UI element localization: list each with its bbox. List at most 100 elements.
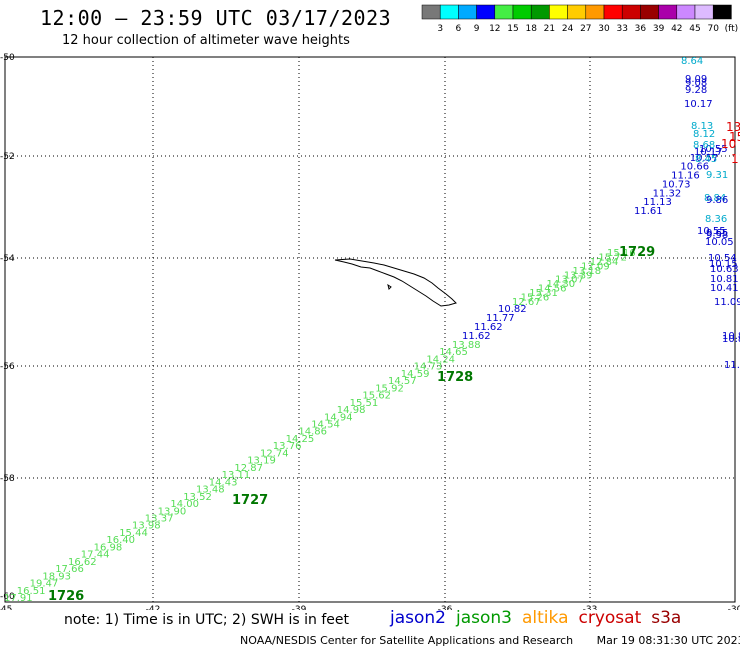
swh-value-label: 9.65 [706, 228, 728, 239]
swh-value-label: 15.92 [375, 383, 404, 394]
swh-value-label: 14.43 [209, 477, 238, 488]
swh-value-label: 9.08 [685, 78, 707, 89]
swh-value-label: 10.8 [722, 331, 740, 342]
credit-line: NOAA/NESDIS Center for Satellite Applica… [240, 634, 740, 647]
swh-value-label: 15.44 [119, 528, 148, 539]
swh-value-label: 12.74 [260, 448, 289, 459]
swh-value-label: 11.61 [634, 206, 663, 217]
lat-tick-label: -56 [0, 362, 15, 372]
pass-number-label: 1727 [232, 493, 268, 508]
swh-value-label: 9.09 [685, 74, 707, 85]
swh-value-label: 13.19 [247, 456, 276, 467]
swh-value-label: 10.41 [710, 283, 739, 294]
legend-label: 3 [437, 24, 443, 34]
swh-value-label: 10.05 [705, 237, 734, 248]
swh-value-label: 15.51 [350, 398, 379, 409]
swh-value-label: 13.88 [452, 340, 481, 351]
swh-value-label: 14.65 [439, 347, 468, 358]
swh-value-label: 14.57 [388, 376, 417, 387]
color-scale-legend: 3 6 9 12 15 18 21 24 27 30 33 36 39 42 45 70 (ft) [421, 4, 739, 34]
swh-value-label: 8.64 [681, 56, 703, 67]
swh-value-label: 9.31 [706, 170, 728, 181]
page-title: 12:00 — 23:59 UTC 03/17/2023 [40, 6, 392, 30]
swh-value-label: 13.07 [555, 275, 584, 286]
swh-value-label: 14.98 [337, 405, 366, 416]
swh-value-label: 11.5 [724, 360, 740, 371]
swh-value-label: 15 [729, 130, 740, 144]
swh-value-label: 14.59 [401, 369, 430, 380]
legend-label: 42 [671, 24, 682, 34]
legend-label: 33 [616, 24, 627, 34]
swh-value-label: 10.54 [708, 253, 737, 264]
legend-label: 30 [598, 24, 610, 34]
swh-value-label: 15.72 [598, 252, 627, 263]
swh-value-label: 10.55 [699, 144, 728, 155]
swh-value-label: 19.47 [30, 579, 59, 590]
swh-value-label: 14.94 [324, 412, 353, 423]
coastline-islet [387, 283, 392, 290]
pass-number-label: 1726 [48, 589, 84, 604]
swh-value-label: 10.82 [498, 304, 527, 315]
swh-value-label: 11 [731, 152, 740, 166]
swh-value-label: 12.87 [234, 463, 263, 474]
swh-value-label: 11.16 [671, 171, 700, 182]
credit-time: Mar 19 08:31:30 UTC 2023 [596, 634, 740, 647]
lat-tick-label: -60 [0, 592, 15, 602]
swh-value-label: 8.84 [704, 193, 726, 204]
swh-value-label: 8.12 [693, 129, 715, 140]
credit-org: NOAA/NESDIS Center for Satellite Applica… [240, 634, 574, 647]
swh-value-label: 15.62 [362, 391, 391, 402]
swh-value-label: 15.26 [521, 293, 550, 304]
swh-value-label: 14.00 [170, 499, 199, 510]
satellite-legend-item: jason2 [390, 608, 446, 628]
swh-value-label: 13.39 [564, 270, 593, 281]
swh-value-label: 11.62 [462, 331, 491, 342]
lat-tick-label: -52 [0, 152, 15, 162]
lat-tick-label: -54 [0, 254, 15, 264]
legend-label: (ft) [725, 24, 739, 34]
map-frame [4, 56, 736, 603]
swh-value-label: 10.73 [662, 179, 691, 190]
swh-value-label: 10.8 [722, 334, 740, 345]
swh-value-label: 9.86 [706, 195, 728, 206]
lat-tick-label: -58 [0, 474, 15, 484]
swh-value-label: 16.40 [106, 535, 135, 546]
legend-swatch [712, 4, 732, 20]
swh-value-label: 15.31 [529, 288, 558, 299]
swh-value-label: 11.32 [653, 188, 682, 199]
swh-value-label: 13 [726, 120, 740, 134]
swh-value-label: 14.54 [311, 420, 340, 431]
lon-tick-label: -39 [292, 605, 307, 610]
swh-value-label: 10.55 [697, 226, 726, 237]
swh-value-label: 10 [721, 137, 736, 151]
satellite-legend: jason2 jason3 altika cryosat s3a [390, 608, 691, 628]
legend-label: 36 [635, 24, 647, 34]
swh-value-label: 13.48 [196, 485, 225, 496]
swh-value-label: 17.44 [81, 550, 110, 561]
swh-value-label: 10.66 [680, 162, 709, 173]
satellite-legend-item: s3a [651, 608, 682, 628]
pass-number-label: 1729 [619, 245, 655, 260]
lon-tick-label: -45 [0, 605, 12, 610]
swh-value-label: 14.30 [547, 279, 576, 290]
page-subtitle: 12 hour collection of altimeter wave hei… [62, 33, 350, 48]
legend-label: 18 [525, 24, 537, 34]
swh-value-label: 9.58 [706, 230, 728, 241]
swh-value-label: 14.86 [298, 427, 327, 438]
legend-label: 45 [689, 24, 700, 34]
swh-value-label: 16.98 [94, 542, 123, 553]
swh-value-label: 10.63 [710, 264, 739, 275]
swh-value-label: 10.17 [684, 99, 713, 110]
legend-label: 12 [489, 24, 500, 34]
footer-note: note: 1) Time is in UTC; 2) SWH is in fe… [64, 612, 350, 628]
legend-label: 21 [544, 24, 555, 34]
lon-tick-label: -42 [146, 605, 161, 610]
satellite-legend-item: jason3 [456, 608, 512, 628]
swh-value-label: 11.77 [486, 313, 515, 324]
swh-value-label: 18.93 [42, 571, 71, 582]
legend-label: 70 [707, 24, 719, 34]
swh-value-label: 11.09 [714, 297, 740, 308]
swh-value-label: 12.09 [581, 261, 610, 272]
swh-value-label: 13.90 [158, 506, 187, 517]
